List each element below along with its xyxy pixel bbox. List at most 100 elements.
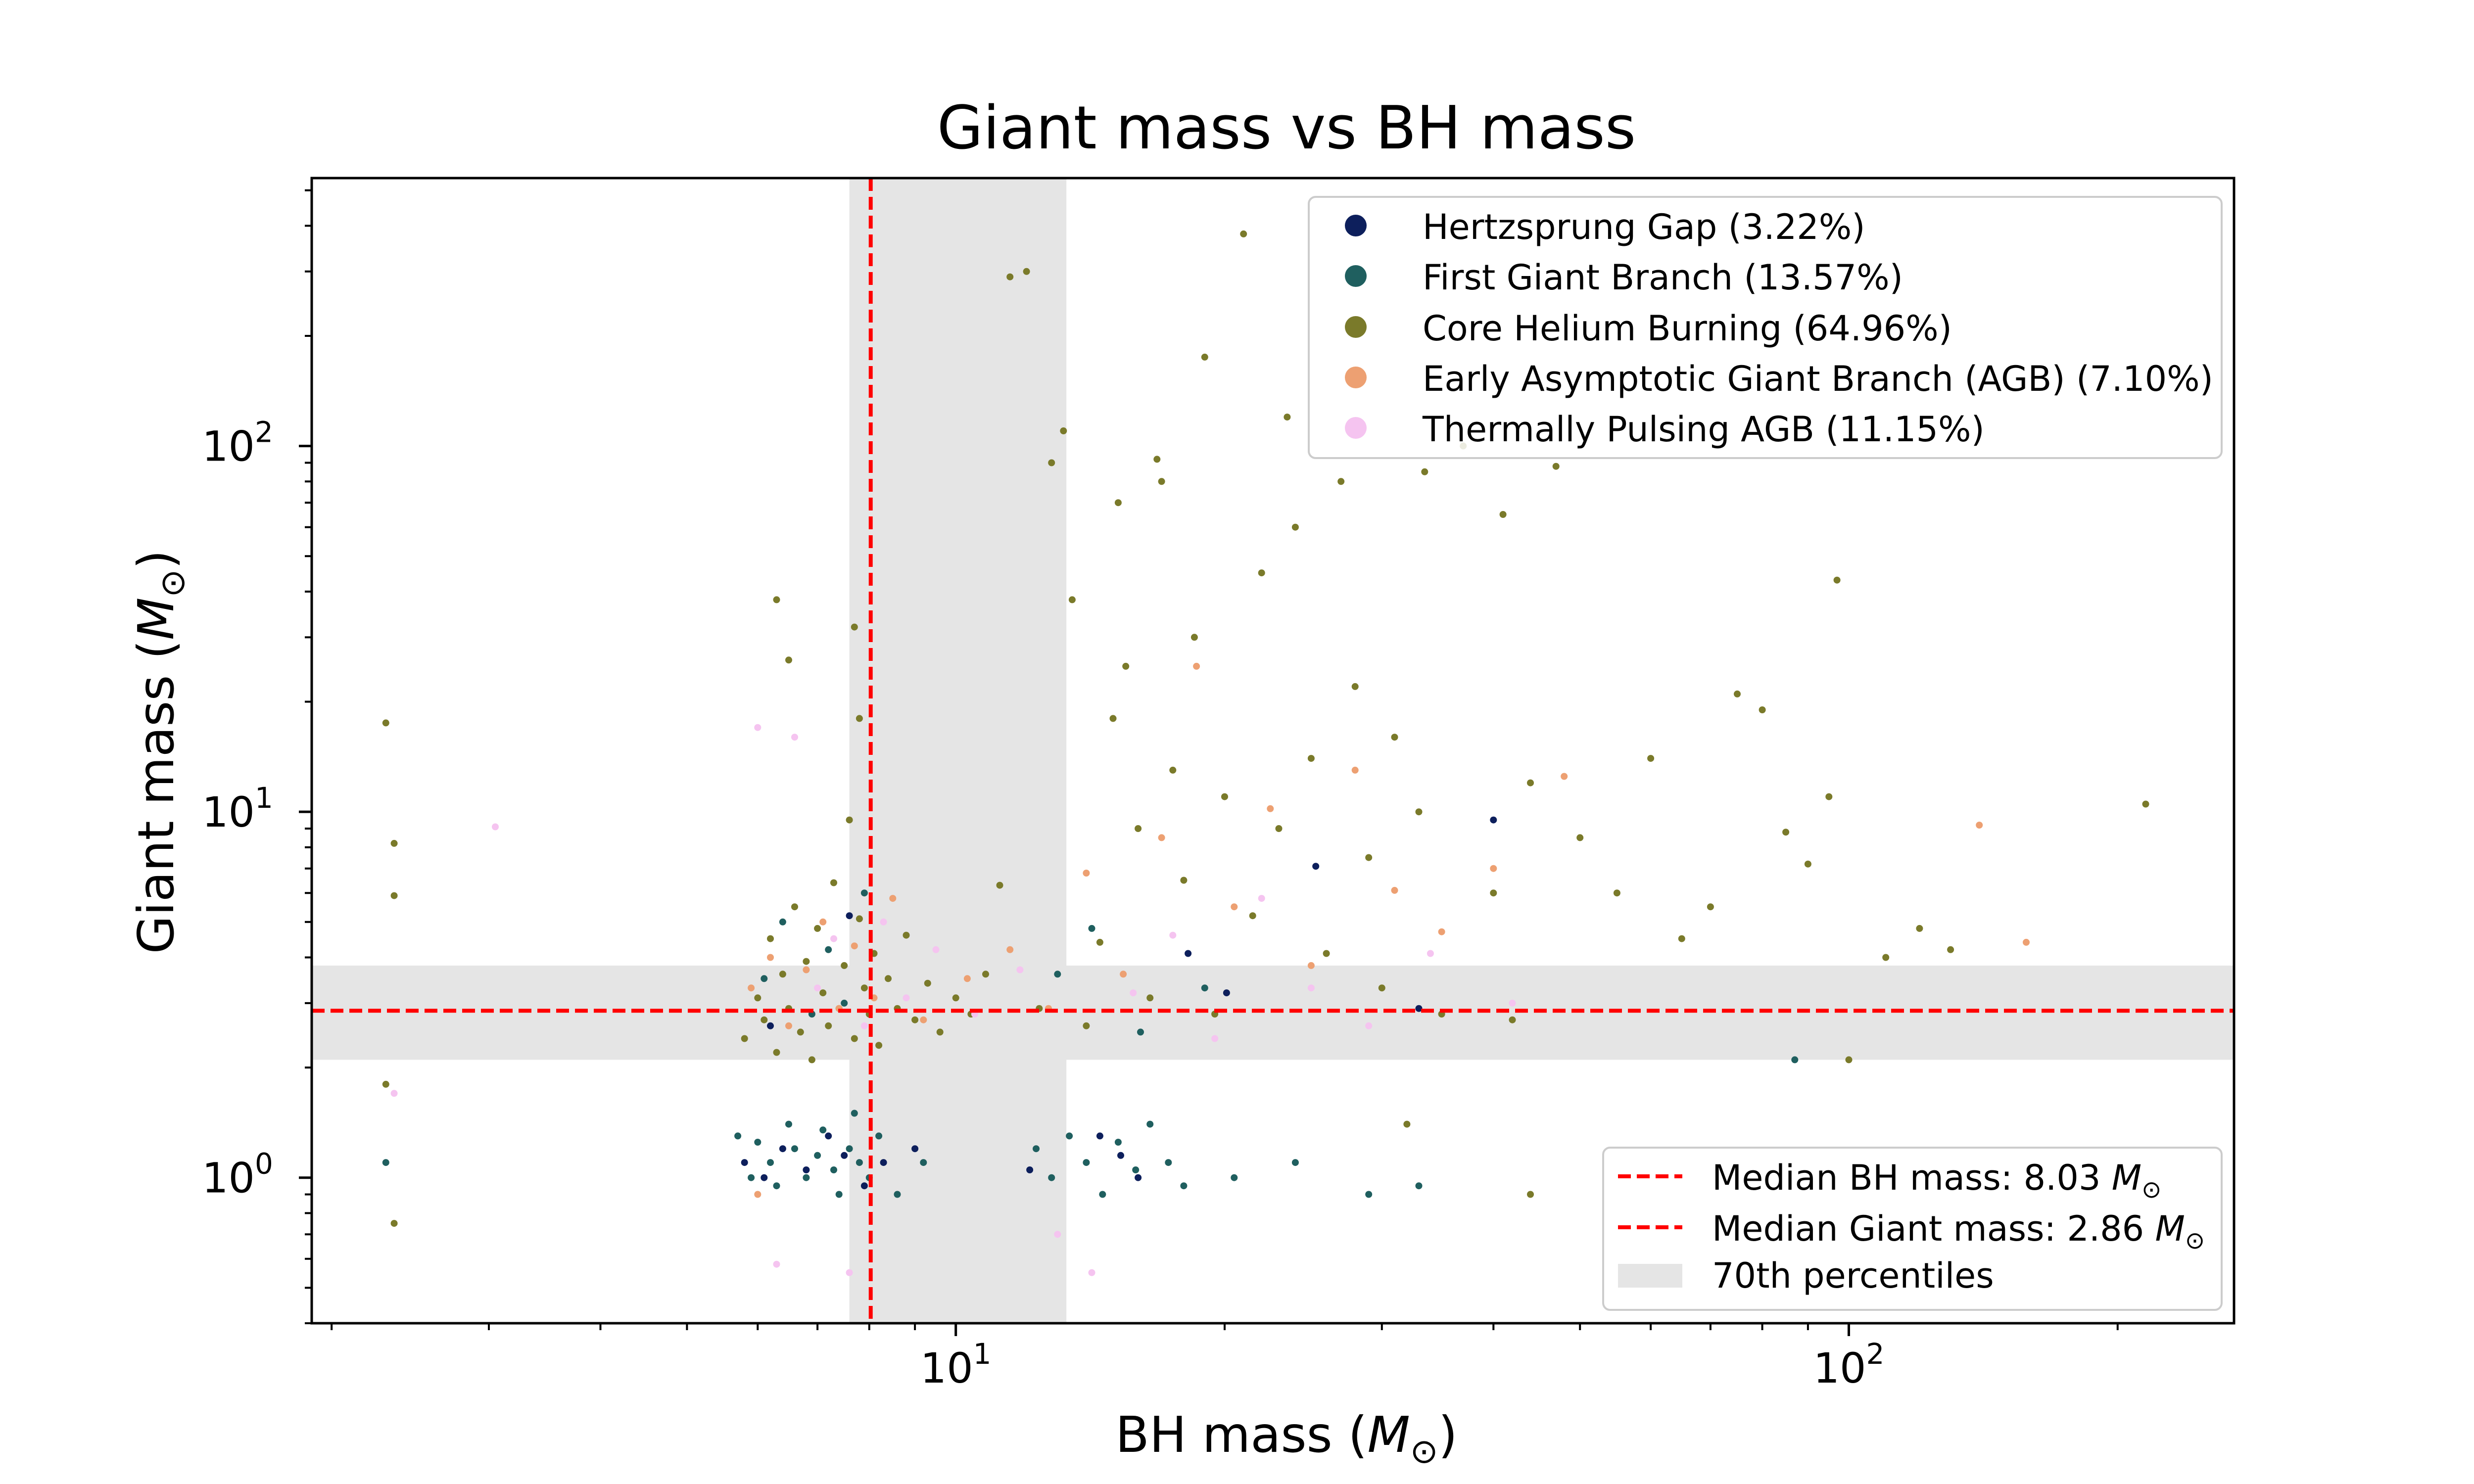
data-point (841, 1152, 848, 1159)
data-point (911, 1016, 919, 1023)
y-axis-label-symbol: M (127, 598, 185, 640)
data-point (754, 994, 761, 1002)
data-point (1006, 273, 1014, 280)
data-point (1403, 1120, 1411, 1128)
legend-label-thermally-pulsing-agb: Thermally Pulsing AGB (11.15%) (1422, 409, 1985, 450)
data-point (1120, 971, 1127, 978)
data-point (1552, 463, 1560, 470)
data-point (382, 719, 389, 727)
legend-marker-hertzsprung-gap (1345, 215, 1367, 236)
legend-swatch-percentiles (1618, 1264, 1682, 1288)
data-point (2142, 800, 2149, 808)
y-tick-label: 101 (202, 781, 273, 836)
data-point (851, 942, 858, 950)
data-point (390, 1090, 398, 1097)
plot-frame (310, 177, 2236, 1325)
data-point (1006, 946, 1014, 953)
data-point (952, 994, 959, 1002)
series-hertzsprung-gap (741, 816, 1497, 1190)
data-point (1211, 1035, 1219, 1042)
data-point (1193, 662, 1200, 670)
data-point (785, 656, 792, 664)
data-point (1083, 870, 1090, 877)
legend-label-percentiles: 70th percentiles (1712, 1255, 1994, 1296)
data-point (1378, 984, 1385, 992)
data-point (1048, 459, 1055, 466)
legend-label-hertzsprung-gap: Hertzsprung Gap (3.22%) (1423, 207, 1865, 247)
series-legend-box (1308, 196, 2223, 459)
data-point (1509, 999, 1516, 1007)
data-point (741, 1035, 748, 1042)
data-point (835, 1191, 843, 1198)
data-point (492, 823, 499, 831)
data-point (2023, 938, 2030, 946)
data-point (851, 1035, 858, 1042)
y-axis-label: Giant mass (M⊙) (127, 550, 192, 954)
data-point (1825, 793, 1833, 800)
data-point (1365, 1022, 1373, 1029)
data-point (1490, 816, 1497, 824)
data-point (894, 1191, 901, 1198)
data-point (1782, 829, 1790, 836)
data-point (856, 1159, 863, 1166)
data-point (1427, 950, 1434, 957)
data-point (1613, 889, 1620, 897)
data-point (1561, 773, 1568, 780)
data-point (1249, 912, 1256, 920)
data-point (1096, 938, 1103, 946)
data-point (1221, 793, 1228, 800)
legend-marker-early-agb (1345, 367, 1367, 388)
data-point (903, 994, 910, 1002)
data-point (1088, 925, 1095, 932)
legend-marker-thermally-pulsing-agb (1345, 417, 1367, 439)
data-point (1083, 1022, 1090, 1029)
data-point (819, 989, 827, 997)
data-point (779, 918, 786, 926)
data-point (860, 889, 868, 897)
data-point (754, 1139, 761, 1146)
data-point (1122, 662, 1130, 670)
data-point (1490, 865, 1497, 872)
data-point (803, 1174, 810, 1181)
legend-label-median-giant: Median Giant mass: 2.86 M⊙ (1712, 1208, 2205, 1254)
legend-label-median-bh: Median BH mass: 8.03 M⊙ (1712, 1158, 2161, 1204)
data-point (779, 971, 786, 978)
data-point (390, 892, 398, 899)
data-point (1201, 353, 1208, 361)
data-point (875, 1132, 883, 1140)
data-point (1190, 634, 1198, 641)
data-point (1169, 931, 1177, 939)
data-point (1231, 903, 1238, 911)
data-point (754, 1191, 761, 1198)
data-point (1527, 779, 1534, 787)
data-point (1132, 1166, 1140, 1173)
data-point (1323, 950, 1330, 957)
data-point (846, 816, 853, 824)
data-point (1048, 1174, 1055, 1181)
data-point (846, 1269, 853, 1276)
data-point (1135, 825, 1142, 832)
data-point (856, 915, 863, 923)
data-point (932, 946, 940, 953)
data-point (1337, 478, 1345, 485)
data-point (803, 1166, 810, 1173)
reference-legend-box (1602, 1147, 2223, 1311)
data-point (846, 1145, 853, 1153)
data-point (803, 966, 810, 974)
data-point (773, 596, 780, 603)
data-point (924, 979, 931, 987)
data-point (1312, 863, 1320, 870)
legend-label-first-giant-branch: First Giant Branch (13.57%) (1423, 257, 1903, 298)
series-first-giant-branch (382, 889, 1799, 1198)
data-point (825, 1022, 832, 1029)
data-point (1165, 1159, 1172, 1166)
data-point (1882, 954, 1890, 961)
data-point (1258, 895, 1265, 902)
data-point (1576, 834, 1584, 841)
data-point (860, 1182, 868, 1190)
data-point (1291, 1159, 1299, 1166)
data-point (1026, 1166, 1034, 1173)
data-point (1391, 734, 1398, 741)
data-point (814, 925, 821, 932)
